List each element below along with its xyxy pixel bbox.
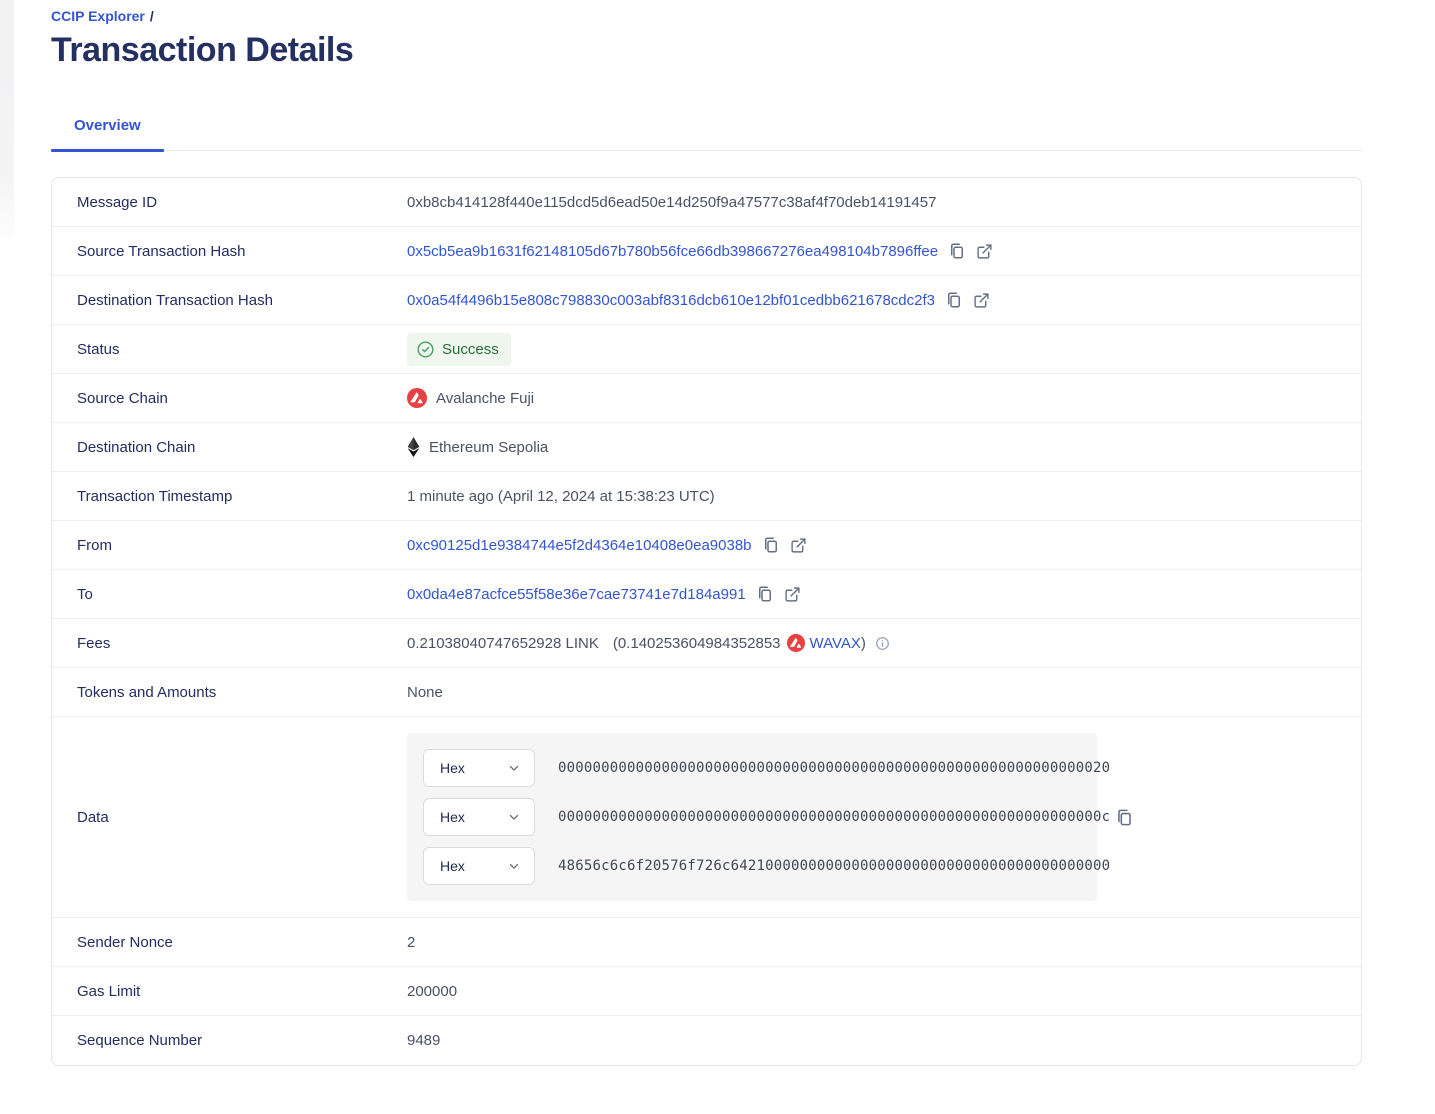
row-label: Destination Chain bbox=[77, 438, 196, 456]
chevron-down-icon bbox=[507, 761, 521, 775]
row-dest-tx-hash: Destination Transaction Hash 0x0a54f4496… bbox=[52, 276, 1361, 325]
row-label: Message ID bbox=[77, 193, 158, 211]
row-to: To 0x0da4e87acfce55f58e36e7cae73741e7d18… bbox=[52, 570, 1361, 619]
row-label: Data bbox=[77, 808, 109, 826]
status-badge-label: Success bbox=[442, 340, 499, 358]
chevron-down-icon bbox=[507, 859, 521, 873]
row-dest-chain: Destination Chain Ethereum Sepolia bbox=[52, 423, 1361, 472]
data-format-value: Hex bbox=[440, 809, 465, 825]
source-chain-name: Avalanche Fuji bbox=[436, 389, 535, 407]
row-label: Source Chain bbox=[77, 389, 168, 407]
row-source-chain: Source Chain Avalanche Fuji bbox=[52, 374, 1361, 423]
row-tokens-amounts: Tokens and Amounts None bbox=[52, 668, 1361, 717]
data-format-value: Hex bbox=[440, 760, 465, 776]
row-message-id: Message ID 0xb8cb414128f440e115dcd5d6ead… bbox=[52, 178, 1361, 227]
tab-active-indicator bbox=[51, 149, 164, 152]
main-content: CCIP Explorer / Transaction Details Overv… bbox=[51, 8, 1362, 1066]
check-circle-icon bbox=[416, 340, 435, 359]
data-hex-container: Hex 000000000000000000000000000000000000… bbox=[407, 733, 1110, 901]
data-hex-line: 0000000000000000000000000000000000000000… bbox=[558, 760, 1111, 776]
row-sequence-number: Sequence Number 9489 bbox=[52, 1016, 1361, 1065]
data-line: Hex 48656c6c6f20576f726c6421000000000000… bbox=[423, 847, 1110, 885]
source-tx-hash-link[interactable]: 0x5cb5ea9b1631f62148105d67b780b56fce66db… bbox=[407, 242, 939, 260]
sequence-number-value: 9489 bbox=[407, 1032, 441, 1049]
row-source-tx-hash: Source Transaction Hash 0x5cb5ea9b1631f6… bbox=[52, 227, 1361, 276]
timestamp-value: 1 minute ago (April 12, 2024 at 15:38:23… bbox=[407, 487, 715, 505]
page-edge-decoration bbox=[0, 0, 14, 250]
tab-bar: Overview bbox=[51, 117, 1362, 152]
external-link-icon[interactable] bbox=[784, 586, 801, 603]
breadcrumb-ccip-explorer-link[interactable]: CCIP Explorer bbox=[51, 8, 145, 24]
breadcrumb-separator: / bbox=[149, 8, 154, 24]
row-gas-limit: Gas Limit 200000 bbox=[52, 967, 1361, 1016]
from-address-link[interactable]: 0xc90125d1e9384744e5f2d4364e10408e0ea903… bbox=[407, 536, 752, 554]
data-format-select[interactable]: Hex bbox=[423, 798, 535, 836]
data-line: Hex 000000000000000000000000000000000000… bbox=[423, 798, 1110, 836]
tab-overview-label: Overview bbox=[74, 117, 141, 134]
ethereum-logo-icon bbox=[407, 437, 420, 457]
gas-limit-value: 200000 bbox=[407, 982, 458, 1000]
transaction-details-card: Message ID 0xb8cb414128f440e115dcd5d6ead… bbox=[51, 177, 1362, 1066]
row-label: Sequence Number bbox=[77, 1032, 203, 1049]
row-label: Status bbox=[77, 340, 120, 358]
row-label: Destination Transaction Hash bbox=[77, 291, 273, 309]
avalanche-logo-icon bbox=[407, 388, 427, 408]
info-icon[interactable] bbox=[875, 636, 890, 651]
status-badge: Success bbox=[407, 332, 511, 366]
row-label: From bbox=[77, 536, 112, 554]
copy-icon[interactable] bbox=[1115, 808, 1134, 827]
copy-icon[interactable] bbox=[945, 291, 963, 309]
row-sender-nonce: Sender Nonce 2 bbox=[52, 918, 1361, 967]
row-label: To bbox=[77, 585, 93, 603]
tokens-amounts-value: None bbox=[407, 683, 443, 701]
avalanche-logo-icon bbox=[786, 634, 805, 652]
wavax-token-link[interactable]: WAVAX bbox=[809, 634, 861, 652]
copy-icon[interactable] bbox=[756, 585, 774, 603]
row-timestamp: Transaction Timestamp 1 minute ago (Apri… bbox=[52, 472, 1361, 521]
fees-link-amount: 0.21038040747652928 LINK bbox=[407, 634, 599, 652]
chevron-down-icon bbox=[507, 810, 521, 824]
breadcrumb: CCIP Explorer / bbox=[51, 8, 1362, 24]
external-link-icon[interactable] bbox=[976, 243, 993, 260]
fees-native-amount: (0.140253604984352853 bbox=[612, 634, 781, 652]
row-label: Source Transaction Hash bbox=[77, 242, 246, 260]
data-line: Hex 000000000000000000000000000000000000… bbox=[423, 749, 1110, 787]
row-label: Sender Nonce bbox=[77, 933, 173, 951]
row-label: Fees bbox=[77, 634, 111, 652]
row-fees: Fees 0.21038040747652928 LINK (0.1402536… bbox=[52, 619, 1361, 668]
tab-overview[interactable]: Overview bbox=[51, 117, 164, 152]
data-hex-line: 0000000000000000000000000000000000000000… bbox=[558, 809, 1111, 825]
dest-chain-name: Ethereum Sepolia bbox=[429, 438, 549, 456]
page-title: Transaction Details bbox=[51, 31, 354, 69]
data-format-select[interactable]: Hex bbox=[423, 749, 535, 787]
data-format-value: Hex bbox=[440, 858, 465, 874]
data-format-select[interactable]: Hex bbox=[423, 847, 535, 885]
data-hex-line: 48656c6c6f20576f726c64210000000000000000… bbox=[558, 858, 1111, 874]
to-address-link[interactable]: 0x0da4e87acfce55f58e36e7cae73741e7d184a9… bbox=[407, 585, 746, 603]
copy-icon[interactable] bbox=[948, 242, 966, 260]
message-id-value: 0xb8cb414128f440e115dcd5d6ead50e14d250f9… bbox=[407, 193, 937, 211]
row-label: Transaction Timestamp bbox=[77, 487, 233, 505]
external-link-icon[interactable] bbox=[973, 292, 990, 309]
row-label: Tokens and Amounts bbox=[77, 683, 217, 701]
fees-paren-close: ) bbox=[860, 634, 866, 652]
row-data: Data Hex 0000000000000000000000000000000… bbox=[52, 717, 1361, 918]
dest-tx-hash-link[interactable]: 0x0a54f4496b15e808c798830c003abf8316dcb6… bbox=[407, 291, 935, 309]
sender-nonce-value: 2 bbox=[407, 933, 416, 951]
row-label: Gas Limit bbox=[77, 982, 141, 1000]
row-status: Status Success bbox=[52, 325, 1361, 374]
row-from: From 0xc90125d1e9384744e5f2d4364e10408e0… bbox=[52, 521, 1361, 570]
external-link-icon[interactable] bbox=[790, 537, 807, 554]
copy-icon[interactable] bbox=[762, 536, 780, 554]
